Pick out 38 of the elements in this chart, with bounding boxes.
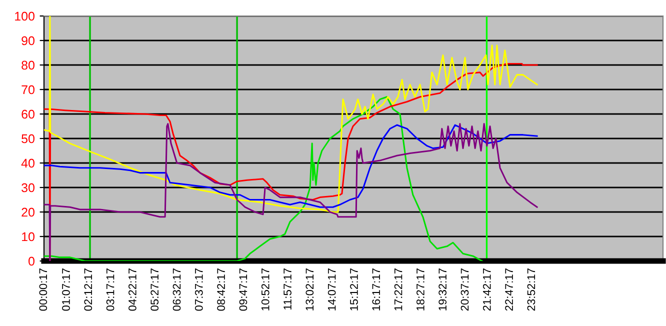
x-tick-label: 06:32:17 bbox=[172, 268, 181, 311]
x-tick-label: 02:12:17 bbox=[84, 268, 92, 311]
x-tick-label: 17:22:17 bbox=[394, 268, 402, 310]
line-series bbox=[44, 123, 538, 261]
y-tick-label: 0 bbox=[28, 256, 34, 266]
y-tick-label: 90 bbox=[22, 36, 34, 46]
line-series bbox=[44, 96, 483, 261]
x-tick-label: 22:47:17 bbox=[505, 268, 513, 311]
x-tick-label: 19:32:17 bbox=[438, 268, 447, 310]
line-series bbox=[44, 124, 538, 208]
x-tick-label: 03:17:17 bbox=[106, 268, 114, 311]
x-tick-label: 10:52:17 bbox=[261, 268, 270, 310]
x-tick-label: 13:02:17 bbox=[306, 268, 314, 310]
x-tick-label: 09:47:17 bbox=[239, 268, 248, 311]
x-tick-label: 23:52:17 bbox=[527, 268, 536, 311]
x-tick-label: 01:07:17 bbox=[62, 268, 70, 311]
y-tick-label: 20 bbox=[22, 208, 34, 217]
x-tick-label: 00:00:17 bbox=[39, 268, 48, 311]
x-tick-label: 07:37:17 bbox=[194, 268, 203, 311]
x-tick-label: 20:37:17 bbox=[460, 268, 469, 311]
line-series bbox=[44, 16, 538, 213]
x-tick-label: 14:07:17 bbox=[328, 268, 336, 310]
x-tick-label: 05:27:17 bbox=[150, 268, 159, 311]
y-tick-label: 40 bbox=[21, 158, 34, 168]
x-tick-label: 18:27:17 bbox=[416, 268, 424, 310]
y-tick-label: 80 bbox=[22, 60, 34, 70]
y-tick-label: 10 bbox=[22, 232, 34, 242]
x-tick-label: 08:42:17 bbox=[217, 268, 225, 311]
x-tick-label: 21:42:17 bbox=[482, 268, 491, 311]
y-tick-label: 50 bbox=[22, 134, 34, 144]
y-tick-label: 70 bbox=[22, 85, 34, 94]
y-tick-label: 100 bbox=[15, 12, 34, 21]
x-tick-label: 16:17:17 bbox=[372, 268, 380, 310]
y-tick-label: 30 bbox=[22, 183, 34, 192]
x-tick-label: 04:22:17 bbox=[128, 268, 136, 311]
x-tick-label: 15:12:17 bbox=[350, 268, 358, 310]
y-tick-label: 60 bbox=[22, 110, 34, 119]
x-tick-label: 11:57:17 bbox=[284, 268, 292, 310]
